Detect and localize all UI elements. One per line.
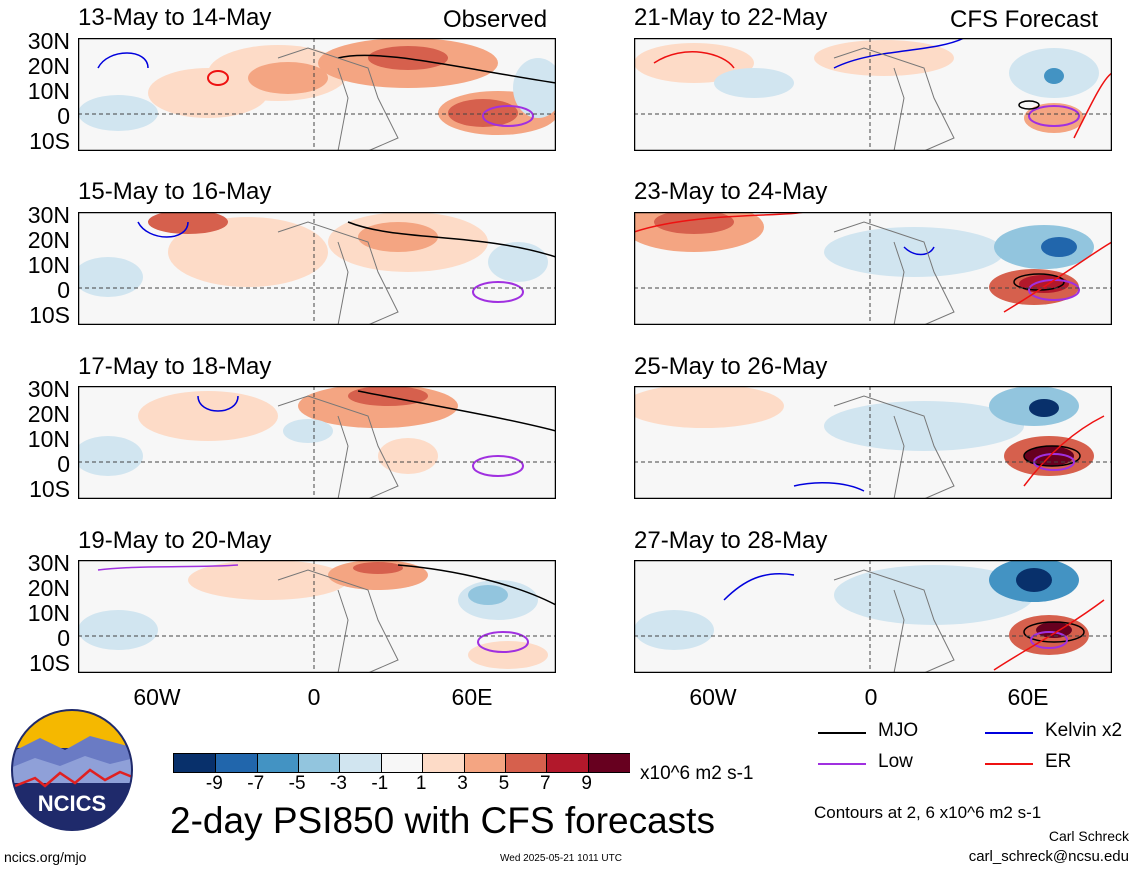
observed-header: Observed xyxy=(443,6,548,33)
y-label-row3-1: 20N xyxy=(27,401,70,427)
colorbar-tick: -1 xyxy=(371,773,389,794)
y-label-row3-4: 10S xyxy=(29,476,70,502)
legend-er-line xyxy=(985,763,1033,765)
y-label-row1-0: 30N xyxy=(27,28,70,54)
y-label-row2-4: 10S xyxy=(29,302,70,328)
colorbar-cell xyxy=(380,754,424,772)
map-panel-left-4 xyxy=(78,560,556,673)
colorbar-cell xyxy=(504,754,548,772)
panel-title-left-2: 15-May to 16-May xyxy=(78,178,272,205)
colorbar xyxy=(173,753,630,773)
panel-title-right-1: 21-May to 22-May xyxy=(634,4,828,31)
footer-email: carl_schreck@ncsu.edu xyxy=(968,848,1129,865)
panel-title-left-4: 19-May to 20-May xyxy=(78,527,272,554)
map-panel-right-4 xyxy=(634,560,1112,673)
x-label-left-60w: 60W xyxy=(133,684,181,710)
colorbar-cell xyxy=(256,754,300,772)
map-panel-right-3 xyxy=(634,386,1112,499)
legend-kelvin-line xyxy=(985,732,1033,734)
y-label-row2-3: 0 xyxy=(57,277,70,303)
y-label-row1-2: 10N xyxy=(27,78,70,104)
map-panel-right-2 xyxy=(634,212,1112,325)
y-label-row3-3: 0 xyxy=(57,451,70,477)
legend-low-line xyxy=(818,763,866,765)
footer-url[interactable]: ncics.org/mjo xyxy=(4,849,87,865)
panel-title-left-1: 13-May to 14-May xyxy=(78,4,272,31)
y-label-row4-1: 20N xyxy=(27,575,70,601)
colorbar-tick: 3 xyxy=(457,773,468,794)
colorbar-tick: 7 xyxy=(539,773,551,794)
main-title: 2-day PSI850 with CFS forecasts xyxy=(170,800,715,841)
colorbar-cell xyxy=(422,754,465,772)
panel-title-right-2: 23-May to 24-May xyxy=(634,178,828,205)
legend-mjo-line xyxy=(818,732,866,734)
contours-note: Contours at 2, 6 x10^6 m2 s-1 xyxy=(814,803,1042,822)
colorbar-cell xyxy=(174,754,216,772)
y-label-row4-0: 30N xyxy=(27,550,70,576)
y-label-row1-1: 20N xyxy=(27,53,70,79)
y-label-row2-0: 30N xyxy=(27,202,70,228)
x-label-right-60e: 60E xyxy=(1007,684,1049,710)
panel-title-right-3: 25-May to 26-May xyxy=(634,353,828,380)
colorbar-tick: -7 xyxy=(247,773,265,794)
colorbar-tick: 1 xyxy=(415,773,427,794)
map-panel-left-1 xyxy=(78,38,556,151)
x-label-right-0: 0 xyxy=(864,684,878,710)
ncics-logo: NCICS xyxy=(11,709,133,831)
x-label-left-0: 0 xyxy=(307,684,321,710)
colorbar-cell xyxy=(339,754,382,772)
colorbar-tick: -3 xyxy=(330,773,347,794)
panel-title-right-4: 27-May to 28-May xyxy=(634,527,828,554)
y-label-row2-2: 10N xyxy=(27,252,70,278)
logo-text: NCICS xyxy=(38,791,106,816)
colorbar-tick: -5 xyxy=(288,773,306,794)
footer-author: Carl Schreck xyxy=(1048,828,1129,844)
panel-title-left-3: 17-May to 18-May xyxy=(78,353,272,380)
legend-mjo-label: MJO xyxy=(878,720,919,741)
colorbar-tick: 5 xyxy=(498,773,510,794)
y-label-row4-2: 10N xyxy=(27,600,70,626)
colorbar-units: x10^6 m2 s-1 xyxy=(640,763,754,784)
y-label-row3-0: 30N xyxy=(27,376,70,402)
colorbar-cell xyxy=(546,754,589,772)
colorbar-tick: -9 xyxy=(205,773,223,794)
x-label-right-60w: 60W xyxy=(689,684,737,710)
colorbar-cell xyxy=(587,754,630,772)
legend-kelvin-label: Kelvin x2 xyxy=(1045,720,1123,741)
y-label-row4-4: 10S xyxy=(29,650,70,676)
y-label-row4-3: 0 xyxy=(57,625,70,651)
x-label-left-60e: 60E xyxy=(451,684,493,710)
map-panel-left-2 xyxy=(78,212,556,325)
colorbar-cell xyxy=(215,754,258,772)
y-label-row1-4: 10S xyxy=(29,128,70,154)
map-panel-right-1 xyxy=(634,38,1112,151)
y-label-row2-1: 20N xyxy=(27,227,70,253)
colorbar-cell xyxy=(463,754,506,772)
legend-er-label: ER xyxy=(1045,751,1072,772)
colorbar-tick: 9 xyxy=(581,773,592,794)
y-label-row1-3: 0 xyxy=(57,103,70,129)
legend-low-label: Low xyxy=(878,751,913,772)
map-panel-left-3 xyxy=(78,386,556,499)
y-label-row3-2: 10N xyxy=(27,426,70,452)
cfs-forecast-header: CFS Forecast xyxy=(950,6,1099,33)
colorbar-cell xyxy=(298,754,341,772)
footer-timestamp: Wed 2025-05-21 1011 UTC xyxy=(500,853,622,864)
